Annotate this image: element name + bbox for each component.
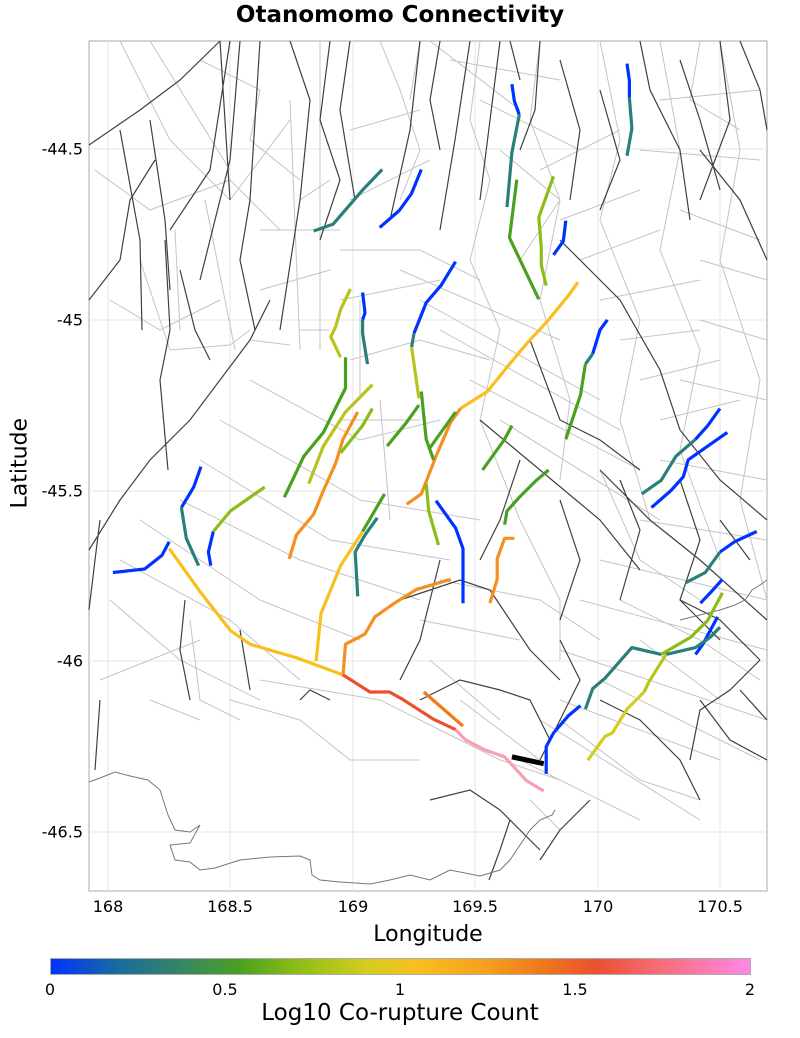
fault-segment — [586, 690, 646, 762]
x-tick-label: 169 — [337, 897, 369, 916]
colorbar-tick-label: 2 — [744, 980, 756, 999]
fault-segment — [505, 114, 521, 208]
x-tick-label: 170.5 — [697, 897, 743, 916]
y-tick-label: -46 — [56, 651, 83, 671]
fault-segment — [339, 407, 374, 454]
colorbar-tick-label: 0.5 — [212, 980, 238, 999]
fault-segment — [427, 411, 457, 451]
x-tick-label: 170 — [582, 897, 614, 916]
fault-segment — [206, 531, 215, 566]
fault-segment — [434, 499, 465, 604]
colorbar-tick-label: 0 — [44, 980, 56, 999]
fault-segment — [665, 625, 722, 656]
fault-segment — [378, 168, 423, 229]
fault-segment — [405, 407, 462, 506]
fault-segment — [507, 179, 541, 300]
fault-sections-background — [94, 40, 768, 861]
fault-segment — [660, 592, 724, 656]
fault-segment — [212, 485, 266, 533]
x-tick-label: 168 — [92, 897, 124, 916]
fault-segment — [410, 333, 416, 348]
fault-segment — [454, 728, 545, 793]
fault-segment — [719, 530, 758, 554]
fault-segment — [694, 407, 722, 441]
fault-segment — [385, 404, 421, 448]
fault-segment — [353, 516, 379, 597]
fault-segment — [544, 704, 582, 774]
y-axis-label: Latitude — [7, 417, 33, 509]
fault-segment — [591, 318, 609, 355]
fault-segment — [650, 431, 729, 509]
fault-segment — [307, 383, 374, 485]
y-tick-label: -45 — [56, 310, 83, 330]
fault-segment — [552, 220, 568, 256]
fault-segment — [361, 493, 386, 533]
coastline — [88, 579, 768, 885]
y-tick-label: -46.5 — [41, 822, 83, 842]
fault-segment — [503, 468, 550, 525]
fault-segment — [694, 616, 720, 656]
fault-segment — [313, 168, 384, 233]
fault-segment — [341, 577, 452, 676]
fault-segment — [583, 645, 662, 710]
x-tick-label: 169.5 — [452, 897, 498, 916]
fault-segment — [342, 673, 457, 732]
fault-segment — [361, 319, 370, 365]
fault-segment — [180, 466, 203, 509]
fault-segment — [422, 690, 465, 728]
fault-segment — [282, 357, 348, 498]
fault-segment — [488, 536, 515, 604]
fault-segment — [699, 578, 724, 605]
otanomomo-section — [511, 754, 545, 767]
x-axis-label: Longitude — [373, 922, 483, 947]
fault-segment — [179, 507, 201, 567]
fault-segment — [410, 346, 421, 399]
map-plot — [88, 40, 768, 892]
fault-segment — [537, 175, 556, 286]
gridlines — [89, 41, 767, 891]
plot-area — [88, 40, 768, 892]
fault-segment — [684, 551, 722, 585]
colorbar — [50, 958, 751, 975]
fault-segment — [167, 547, 344, 677]
fault-segment — [361, 292, 367, 321]
fault-segment — [329, 288, 352, 358]
fault-segment — [642, 653, 668, 693]
fault-segment — [412, 260, 457, 334]
fault-segment — [481, 424, 514, 471]
fault-segment — [640, 438, 697, 496]
fault-segment — [564, 363, 587, 440]
fault-segment — [584, 352, 595, 366]
fault-segment — [314, 530, 364, 662]
colorbar-tick-label: 1 — [394, 980, 406, 999]
fault-segment — [510, 83, 521, 116]
co-rupture-segments — [112, 63, 758, 793]
fault-traces — [88, 40, 768, 881]
fault-segment — [287, 411, 360, 560]
fault-segment — [424, 483, 441, 546]
colorbar-label: Log10 Co-rupture Count — [261, 1000, 539, 1026]
fault-segment — [625, 97, 634, 157]
x-tick-label: 168.5 — [207, 897, 253, 916]
colorbar-tick-label: 1.5 — [562, 980, 588, 999]
fault-segment — [112, 540, 171, 575]
y-tick-label: -45.5 — [41, 481, 83, 501]
chart-title: Otanomomo Connectivity — [235, 2, 565, 28]
fault-segment — [625, 63, 632, 98]
y-tick-label: -44.5 — [41, 139, 83, 159]
fault-segment — [419, 391, 436, 461]
fault-segment — [459, 281, 580, 410]
